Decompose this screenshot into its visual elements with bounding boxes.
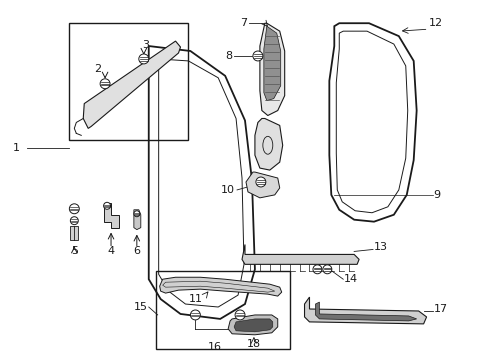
Polygon shape <box>234 319 272 332</box>
Text: 8: 8 <box>224 51 232 61</box>
Text: 9: 9 <box>433 190 440 200</box>
Polygon shape <box>134 210 141 230</box>
Text: 1: 1 <box>13 143 20 153</box>
Polygon shape <box>242 244 358 264</box>
Polygon shape <box>104 203 119 228</box>
Bar <box>70 226 78 239</box>
Circle shape <box>69 204 79 214</box>
Polygon shape <box>254 118 282 170</box>
Polygon shape <box>83 41 180 129</box>
Polygon shape <box>160 277 281 296</box>
Polygon shape <box>304 297 426 324</box>
Bar <box>155 271 289 349</box>
Text: 14: 14 <box>344 274 358 284</box>
Text: 5: 5 <box>71 247 78 256</box>
Text: 4: 4 <box>107 247 114 256</box>
Text: 15: 15 <box>134 302 147 312</box>
Text: 17: 17 <box>433 304 447 314</box>
Circle shape <box>235 310 244 320</box>
Circle shape <box>255 177 265 187</box>
Polygon shape <box>259 23 284 116</box>
Text: 11: 11 <box>188 294 202 304</box>
Text: 13: 13 <box>373 243 387 252</box>
Text: 2: 2 <box>94 64 102 74</box>
Text: 7: 7 <box>240 18 246 28</box>
Circle shape <box>70 217 78 225</box>
Circle shape <box>252 51 263 61</box>
Circle shape <box>134 211 140 217</box>
Polygon shape <box>245 172 279 198</box>
Text: 12: 12 <box>427 18 442 28</box>
Bar <box>69 23 188 140</box>
Polygon shape <box>264 26 280 100</box>
Circle shape <box>190 310 200 320</box>
Circle shape <box>322 265 331 274</box>
Circle shape <box>139 54 148 64</box>
Text: 18: 18 <box>246 339 261 349</box>
Circle shape <box>100 79 110 89</box>
Circle shape <box>312 265 321 274</box>
Text: 6: 6 <box>133 247 140 256</box>
Text: 3: 3 <box>142 40 149 50</box>
Polygon shape <box>315 302 416 321</box>
Text: 10: 10 <box>221 185 235 195</box>
Text: 16: 16 <box>208 342 222 352</box>
Polygon shape <box>228 315 277 335</box>
Circle shape <box>103 202 110 209</box>
